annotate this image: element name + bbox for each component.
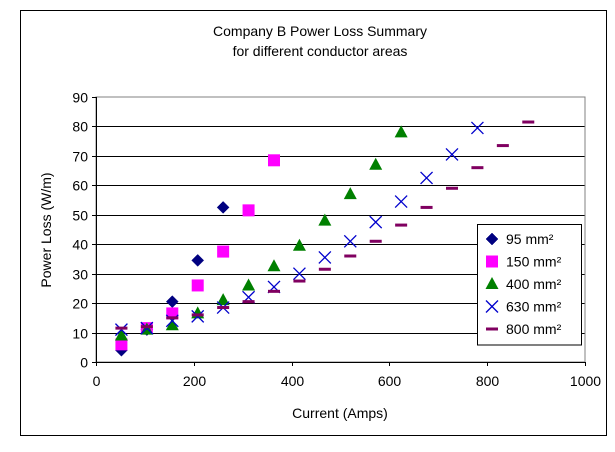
data-point — [216, 201, 230, 214]
data-point — [445, 147, 459, 161]
data-point — [522, 120, 535, 124]
y-tick-label: 90 — [72, 90, 88, 106]
data-point — [267, 289, 280, 293]
legend-item: 95 mm² — [485, 231, 554, 247]
legend-marker-stroke — [485, 300, 499, 313]
legend-label: 400 mm² — [506, 276, 562, 292]
series-2 — [115, 154, 280, 351]
data-point — [242, 300, 255, 304]
data-point — [369, 215, 383, 229]
data-point — [318, 251, 332, 264]
data-point — [267, 154, 280, 167]
data-point-stroke — [343, 234, 357, 248]
data-point — [318, 267, 331, 271]
y-tick-label: 70 — [72, 149, 88, 165]
data-point — [343, 234, 357, 248]
chart-title-line-1: Company B Power Loss Summary — [213, 23, 427, 39]
data-point-stroke — [318, 251, 332, 264]
x-tick-label: 200 — [183, 373, 207, 389]
gridlines — [96, 126, 585, 334]
data-point — [115, 338, 128, 351]
data-point-stroke — [470, 121, 484, 135]
legend-marker — [486, 327, 498, 331]
data-point — [471, 166, 484, 170]
data-point — [166, 316, 179, 320]
data-point — [267, 259, 281, 272]
y-axis-label: Power Loss (W/m) — [38, 172, 54, 287]
legend-label: 150 mm² — [506, 254, 562, 270]
legend-marker — [485, 232, 499, 246]
axes — [92, 97, 586, 366]
legend-item: 400 mm² — [485, 276, 562, 292]
data-point — [470, 121, 484, 135]
data-point — [242, 204, 255, 217]
legend-item: 800 mm² — [486, 321, 562, 337]
series-3 — [114, 125, 408, 341]
series-5 — [115, 120, 535, 330]
data-series — [114, 120, 535, 357]
x-tick-label: 600 — [378, 373, 402, 389]
y-tick-label: 40 — [72, 237, 88, 253]
data-point — [115, 326, 128, 330]
data-point — [292, 267, 306, 281]
chart-title-line-2: for different conductor areas — [233, 43, 408, 59]
data-point — [369, 157, 383, 170]
x-tick-label: 1000 — [570, 373, 601, 389]
chart-frame — [20, 10, 607, 436]
y-tick-label: 50 — [72, 208, 88, 224]
data-point-stroke — [394, 195, 408, 208]
legend-item: 630 mm² — [485, 299, 562, 315]
tick-labels: 0 10 20 30 40 50 60 70 80 90 0 200 400 600 800 1000 — [72, 90, 601, 390]
data-point — [242, 278, 256, 291]
data-point — [343, 187, 357, 200]
legend: 95 mm² 150 mm² 400 mm² 630 mm² 800 mm² — [477, 224, 582, 346]
data-point-stroke — [292, 267, 306, 281]
data-point — [191, 254, 205, 267]
data-point — [293, 279, 306, 283]
legend-label: 630 mm² — [506, 299, 562, 315]
data-point — [344, 254, 357, 258]
x-axis-label: Current (Amps) — [292, 405, 388, 421]
data-point — [191, 279, 204, 292]
y-tick-label: 80 — [72, 119, 88, 135]
data-point — [445, 186, 458, 190]
data-point — [394, 195, 408, 208]
legend-marker — [486, 255, 498, 268]
legend-label: 800 mm² — [506, 321, 562, 337]
x-tick-label: 800 — [476, 373, 500, 389]
x-tick-label: 0 — [93, 373, 101, 389]
data-point — [216, 293, 230, 306]
y-tick-label: 10 — [72, 326, 88, 342]
y-tick-label: 0 — [80, 355, 88, 371]
x-tick-label: 400 — [281, 373, 305, 389]
y-tick-label: 60 — [72, 178, 88, 194]
y-tick-label: 30 — [72, 267, 88, 283]
legend-marker — [485, 300, 499, 313]
data-point — [496, 144, 509, 148]
data-point-stroke — [445, 147, 459, 161]
data-point — [318, 213, 332, 226]
data-point — [420, 171, 434, 185]
data-point-stroke — [369, 215, 383, 229]
legend-marker — [485, 277, 499, 289]
data-point — [140, 325, 153, 329]
data-point — [292, 238, 306, 251]
data-point — [420, 205, 433, 209]
data-point — [217, 245, 230, 258]
legend-item: 150 mm² — [486, 254, 562, 270]
data-point — [165, 318, 179, 331]
data-point — [394, 125, 408, 138]
data-point — [114, 328, 128, 341]
y-tick-label: 20 — [72, 296, 88, 312]
data-point — [369, 239, 382, 243]
data-point — [191, 313, 204, 317]
legend-label: 95 mm² — [506, 231, 554, 247]
data-point — [395, 223, 408, 227]
data-point — [217, 306, 230, 310]
data-point-stroke — [420, 171, 434, 185]
